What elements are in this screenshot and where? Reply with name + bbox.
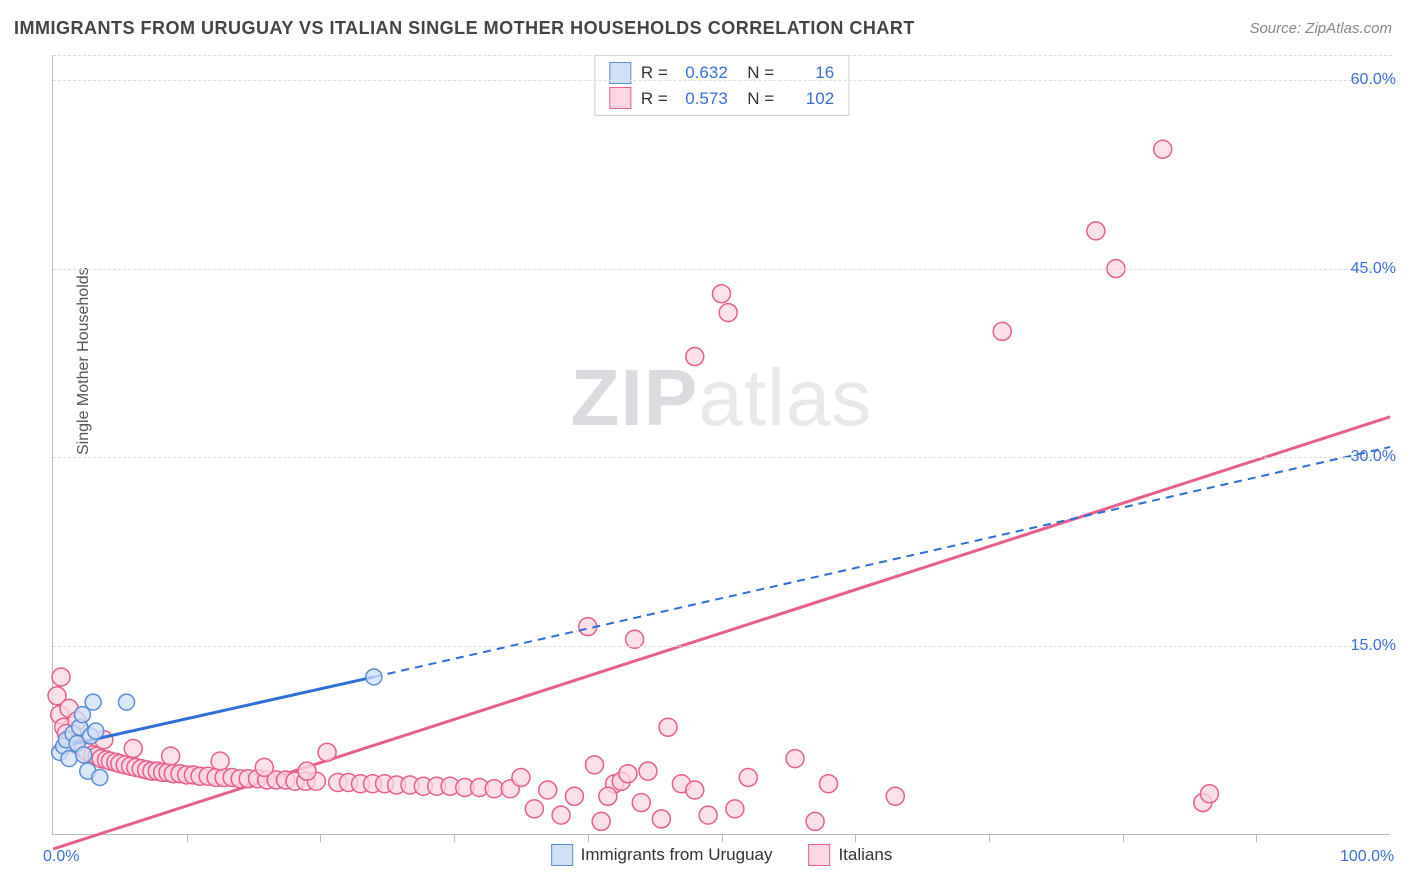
y-tick-label: 30.0% [1351, 448, 1396, 466]
stat-r-uruguay: 0.632 [678, 60, 728, 86]
stat-r-label: R = [641, 86, 668, 112]
x-tick-label: 100.0% [1340, 848, 1394, 866]
stat-n-uruguay: 16 [784, 60, 834, 86]
legend-row-uruguay: R = 0.632 N = 16 [609, 60, 834, 86]
legend-label-italians: Italians [838, 845, 892, 865]
source-label: Source: ZipAtlas.com [1249, 20, 1392, 37]
legend-label-uruguay: Immigrants from Uruguay [581, 845, 773, 865]
stat-r-italians: 0.573 [678, 86, 728, 112]
y-tick-label: 60.0% [1351, 71, 1396, 89]
stat-n-italians: 102 [784, 86, 834, 112]
stat-n-label: N = [738, 60, 774, 86]
swatch-italians [609, 87, 631, 109]
legend-item-italians: Italians [808, 844, 892, 866]
legend-item-uruguay: Immigrants from Uruguay [551, 844, 773, 866]
chart-title: IMMIGRANTS FROM URUGUAY VS ITALIAN SINGL… [14, 18, 915, 39]
legend-stats: R = 0.632 N = 16 R = 0.573 N = 102 [594, 55, 849, 116]
legend-row-italians: R = 0.573 N = 102 [609, 86, 834, 112]
y-tick-label: 45.0% [1351, 260, 1396, 278]
y-tick-label: 15.0% [1351, 637, 1396, 655]
x-tick-label: 0.0% [43, 848, 79, 866]
scatter-chart [53, 55, 1390, 834]
stat-n-label: N = [738, 86, 774, 112]
swatch-italians-bottom [808, 844, 830, 866]
plot-area: ZIPatlas R = 0.632 N = 16 R = 0.573 N = … [52, 55, 1390, 835]
legend-bottom: Immigrants from Uruguay Italians [551, 844, 893, 866]
stat-r-label: R = [641, 60, 668, 86]
swatch-uruguay-bottom [551, 844, 573, 866]
